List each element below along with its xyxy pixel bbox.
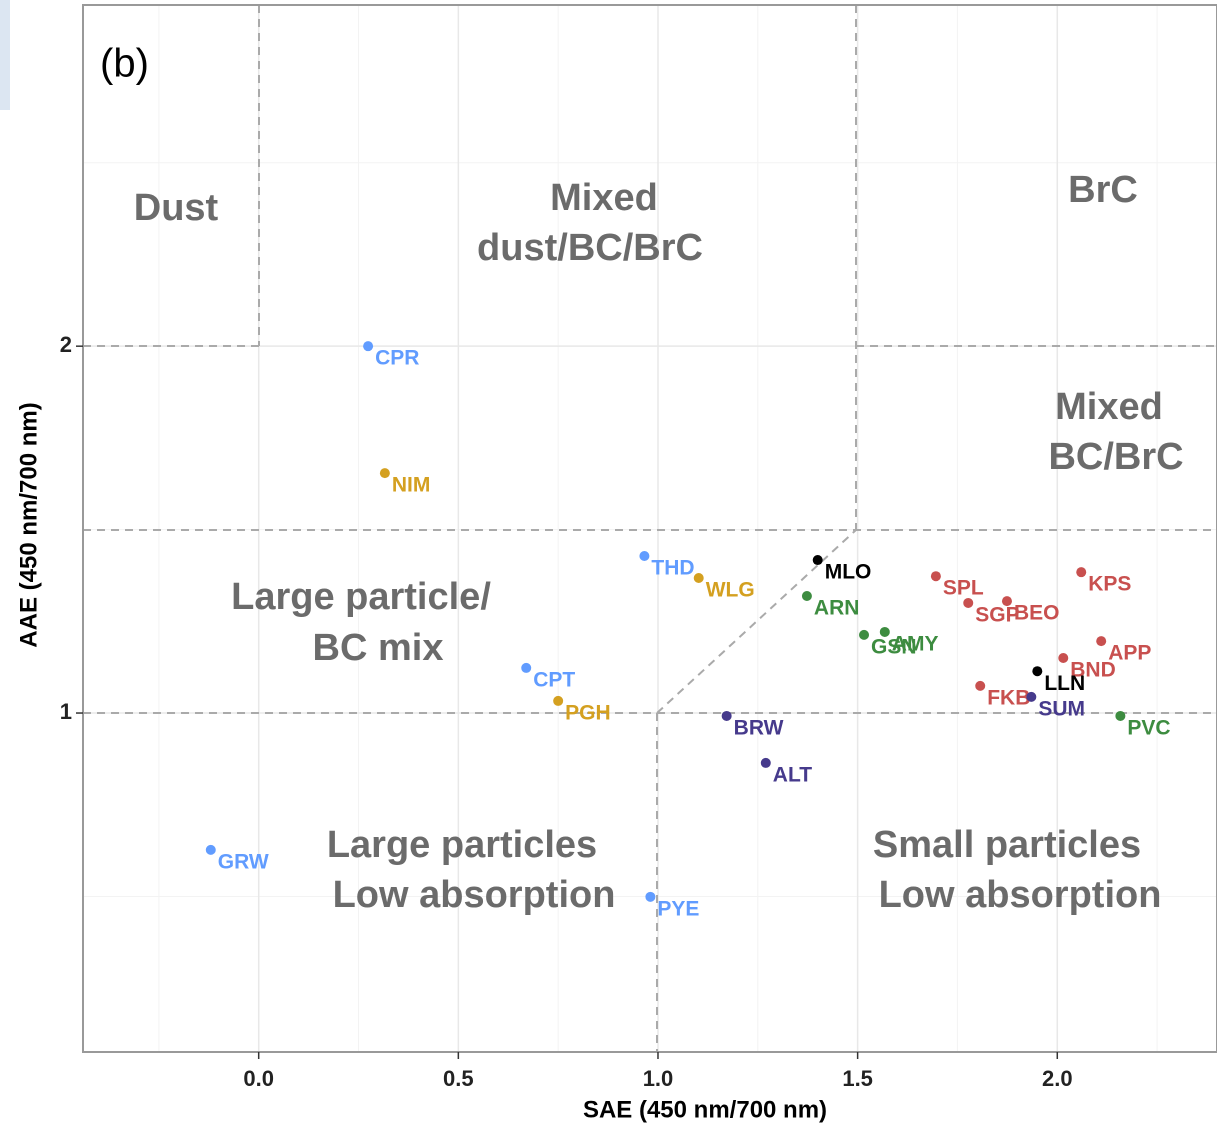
point — [521, 662, 532, 673]
point-label: PGH — [565, 701, 611, 724]
x-tick-label: 1.5 — [842, 1066, 873, 1091]
panel-label: (b) — [100, 42, 149, 86]
point-label: NIM — [392, 474, 431, 497]
point-label: AMY — [892, 632, 939, 655]
annotation: Low absorption — [879, 874, 1162, 916]
point-label: MLO — [825, 561, 872, 584]
point-label: CPT — [533, 668, 575, 691]
point-label: PVC — [1127, 717, 1170, 740]
annotations: Dust Mixed dust/BC/BrC BrC Mixed BC/BrC … — [134, 169, 1184, 916]
point — [930, 571, 941, 582]
point — [553, 695, 564, 706]
annotation: BC/BrC — [1048, 436, 1183, 478]
point — [639, 551, 650, 562]
x-tick-label: 0.0 — [243, 1066, 274, 1091]
y-axis-title: AAE (450 nm/700 nm) — [15, 402, 42, 647]
point-label: CPR — [375, 347, 419, 370]
y-tick-label: 2 — [60, 332, 72, 357]
point-label: LLN — [1044, 672, 1085, 695]
annotation: Mixed — [1055, 386, 1163, 428]
point — [1076, 567, 1087, 578]
point — [645, 891, 656, 902]
point — [879, 626, 890, 637]
point — [1001, 596, 1012, 607]
point — [363, 341, 374, 352]
point — [1026, 691, 1037, 702]
region-boundaries — [83, 5, 1217, 1052]
point — [859, 629, 870, 640]
point-label: GSN — [871, 635, 917, 658]
decoration — [0, 0, 10, 110]
x-axis-title: SAE (450 nm/700 nm) — [583, 1096, 827, 1123]
point — [963, 597, 974, 608]
point-label: SPL — [943, 577, 984, 600]
point-label: PYE — [657, 897, 699, 920]
point-label: THD — [651, 557, 694, 580]
point — [975, 680, 986, 691]
annotation: dust/BC/BrC — [477, 227, 703, 269]
point-label: BND — [1070, 659, 1116, 682]
point-label: APP — [1108, 642, 1151, 665]
annotation: Small particles — [873, 824, 1141, 866]
y-tick-label: 1 — [60, 699, 72, 724]
point — [693, 573, 704, 584]
point-label: BEO — [1014, 602, 1060, 625]
point-label: BRW — [734, 717, 784, 740]
point-label: SGP — [975, 604, 1019, 627]
point — [1058, 652, 1069, 663]
plot-frame — [82, 4, 1217, 1053]
point — [379, 468, 390, 479]
annotation: Dust — [134, 187, 219, 229]
annotation: Low absorption — [333, 874, 616, 916]
annotation: BrC — [1068, 169, 1138, 211]
annotation: BC mix — [313, 627, 444, 669]
point — [721, 710, 732, 721]
point — [812, 555, 823, 566]
annotation: Large particles — [327, 824, 597, 866]
annotation: Mixed — [550, 177, 658, 219]
point — [1096, 636, 1107, 647]
point-label: GRW — [218, 850, 269, 873]
point — [205, 844, 216, 855]
annotation: Large particle/ — [231, 576, 491, 618]
point-label: KPS — [1088, 573, 1131, 596]
point-label: ARN — [814, 597, 860, 620]
point-label: WLG — [706, 579, 755, 602]
x-tick-label: 1.0 — [643, 1066, 674, 1091]
point-label: SUM — [1038, 697, 1085, 720]
point-label: ALT — [773, 763, 812, 786]
point — [760, 757, 771, 768]
x-tick-label: 0.5 — [443, 1066, 474, 1091]
point — [1032, 666, 1043, 677]
point — [801, 591, 812, 602]
point-label: FKB — [987, 686, 1030, 709]
x-tick-label: 2.0 — [1042, 1066, 1073, 1091]
grid — [83, 5, 1217, 1052]
point — [1115, 710, 1126, 721]
